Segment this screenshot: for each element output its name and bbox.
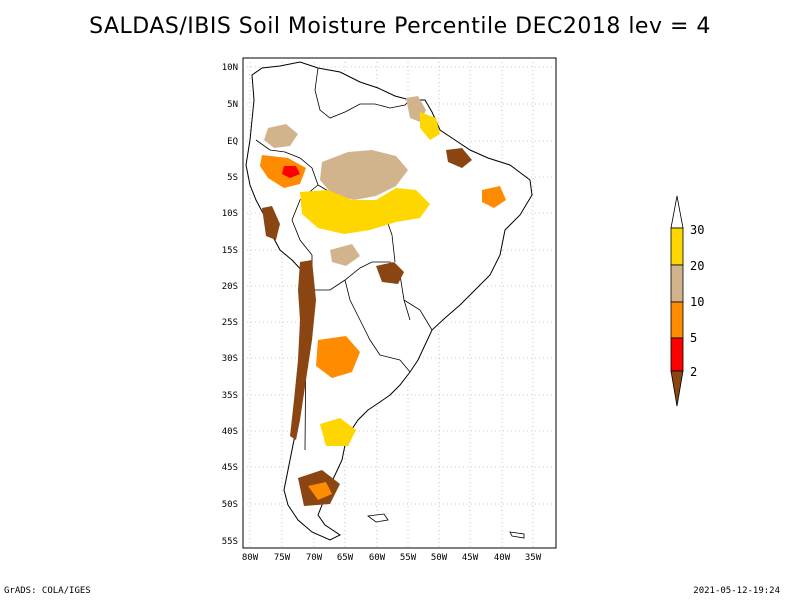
lon-tick-label: 70W — [306, 553, 323, 563]
lat-tick-label: 25S — [222, 318, 238, 328]
lat-tick-label: 55S — [222, 537, 238, 547]
legend-label: 5 — [690, 331, 697, 345]
lat-tick-label: 10N — [222, 63, 238, 73]
legend-swatch-2to5 — [670, 337, 684, 372]
lat-tick-label: 30S — [222, 354, 238, 364]
lat-tick-label: 5N — [227, 100, 238, 110]
peru-red-patch — [282, 166, 300, 178]
colombia-tan-patch — [264, 124, 298, 148]
lon-tick-label: 45W — [462, 553, 479, 563]
lat-tick-label: 50S — [222, 500, 238, 510]
legend-label: 20 — [690, 259, 704, 273]
lat-tick-label: EQ — [227, 137, 238, 147]
lon-tick-label: 50W — [431, 553, 448, 563]
lon-tick-label: 65W — [337, 553, 354, 563]
lon-tick-label: 80W — [242, 553, 259, 563]
lat-tick-label: 15S — [222, 246, 238, 256]
lat-tick-label: 40S — [222, 427, 238, 437]
andes-brown-strip — [290, 260, 316, 440]
legend-swatch-5to10 — [670, 301, 684, 339]
south-georgia-outline — [509, 531, 525, 539]
lat-tick-label: 35S — [222, 391, 238, 401]
lon-tick-label: 55W — [400, 553, 417, 563]
lat-tick-label: 5S — [227, 173, 238, 183]
amazon-tan-patch — [320, 150, 408, 200]
lat-tick-label: 10S — [222, 209, 238, 219]
soil-moisture-field — [260, 96, 525, 539]
guiana-yellow-patch — [420, 112, 440, 140]
legend-label: 30 — [690, 223, 704, 237]
amazon-yellow-patch — [300, 188, 430, 234]
lat-tick-label: 20S — [222, 282, 238, 292]
coast-brown-patch — [262, 206, 280, 240]
footer-credit: GrADS: COLA/IGES — [4, 586, 91, 596]
legend-swatch-20to30 — [670, 227, 684, 266]
legend-labels: 30 20 10 5 2 — [690, 223, 704, 379]
lon-tick-label: 75W — [274, 553, 291, 563]
argentina-orange-patch — [316, 336, 360, 378]
lon-tick-label: 40W — [494, 553, 511, 563]
lat-tick-label: 45S — [222, 463, 238, 473]
northeast-orange-patch — [482, 186, 506, 208]
patagonia-orange-patch — [308, 482, 332, 500]
legend-colorbar — [670, 195, 684, 407]
bolivia-tan-patch — [330, 244, 360, 266]
lon-tick-label: 60W — [369, 553, 386, 563]
legend-swatch-above30 — [670, 195, 684, 229]
argentina-yellow-patch — [320, 418, 356, 446]
falklands-outline — [366, 513, 389, 523]
lat-tick-labels: 10N 5N EQ 5S 10S 15S 20S 25S 30S 35S 40S… — [222, 63, 238, 547]
legend-label: 10 — [690, 295, 704, 309]
lon-tick-label: 35W — [525, 553, 542, 563]
legend-swatch-below2 — [670, 370, 684, 407]
legend-swatch-10to20 — [670, 264, 684, 303]
map-title: SALDAS/IBIS Soil Moisture Percentile DEC… — [89, 14, 711, 39]
footer-timestamp: 2021-05-12-19:24 — [693, 586, 780, 596]
lon-tick-labels: 80W 75W 70W 65W 60W 55W 50W 45W 40W 35W — [242, 553, 542, 563]
pantanal-brown-patch — [376, 262, 404, 284]
para-brown-patch — [446, 148, 472, 168]
legend-label: 2 — [690, 365, 697, 379]
